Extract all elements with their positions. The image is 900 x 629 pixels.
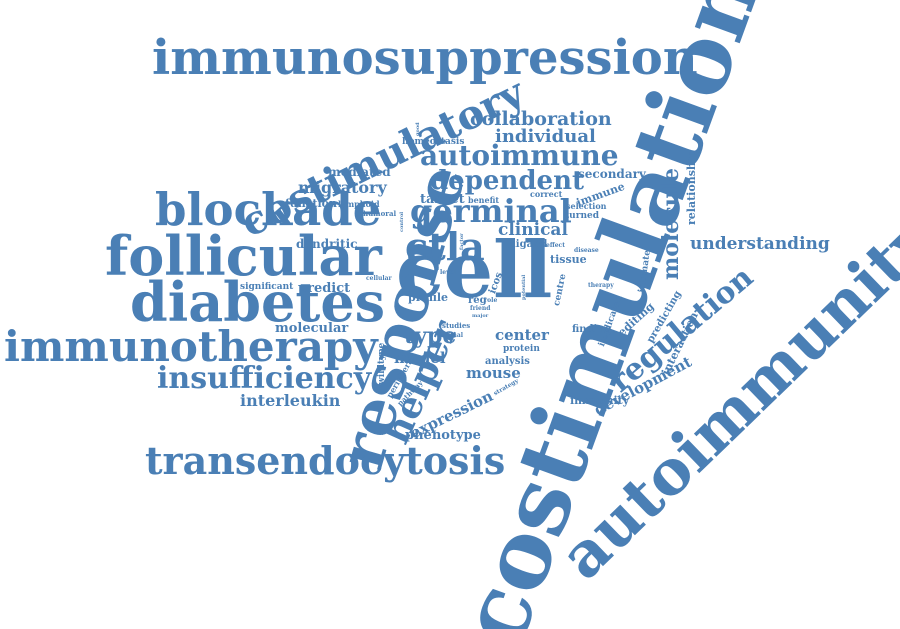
word-protein: protein (503, 344, 540, 354)
word-autoimmune: autoimmune (420, 139, 619, 172)
word-collaboration: collaboration (470, 108, 612, 130)
word-germinal: germinal (410, 192, 572, 230)
word-disease: disease (574, 247, 599, 254)
word-wildtype: wildtype (377, 342, 387, 385)
word-mediated: mediated (328, 165, 391, 179)
word-selection: selection (566, 201, 607, 211)
word-role: role (484, 297, 498, 304)
word-immunosuppression: immunosuppression (152, 30, 698, 86)
word-cell: cell (396, 225, 553, 316)
word-molecular: molecular (275, 321, 349, 336)
word-relationship: relationship (685, 150, 698, 225)
word-humoral: humoral (363, 209, 397, 218)
word-good: good (415, 122, 421, 136)
word-correct: correct (530, 189, 563, 199)
word-homeostasis: homeostasis (402, 137, 465, 147)
word-control: control (399, 211, 405, 232)
word-factor: factor (459, 233, 465, 250)
word-secondary: secondary (578, 167, 646, 181)
word-function: function (285, 197, 338, 210)
word-follicular: follicular (105, 224, 382, 288)
word-immunotherapy: immunotherapy (4, 322, 378, 371)
word-analysis: analysis (485, 356, 530, 367)
word-level: level (440, 269, 456, 276)
word-ligand: ligand (512, 239, 548, 250)
word-benefit: benefit (468, 195, 500, 205)
word-model: model (394, 349, 446, 367)
word-dendritic: dendritic (296, 237, 358, 251)
word-dependent: dependent (430, 166, 584, 196)
word-finding: finding (572, 324, 612, 335)
word-blockade: blockade (155, 183, 382, 236)
word-significant: significant (240, 282, 294, 292)
word-lymphoid: lymphoid (338, 199, 380, 209)
word-mouse: mouse (466, 364, 521, 382)
word-friend: friend (470, 305, 491, 312)
word-studies: studies (442, 321, 471, 330)
word-understanding: understanding (690, 234, 830, 254)
word-therapy: therapy (588, 282, 614, 289)
word-cellular: cellular (366, 275, 392, 282)
word-interleukin: interleukin (240, 391, 341, 410)
word-target: target (420, 192, 465, 207)
word-diabetes: diabetes (130, 270, 386, 334)
word-animal: animal (440, 332, 464, 339)
word-molecule: molecule (658, 167, 684, 280)
word-potential: potential (521, 274, 527, 300)
word-reg: reg (468, 295, 487, 306)
word-clinical: clinical (498, 220, 568, 240)
word-major: major (472, 313, 489, 319)
word-individual: individual (495, 126, 596, 147)
word-center: center (495, 326, 549, 344)
word-turned: turned (565, 211, 600, 221)
word-manner: manner (509, 256, 515, 278)
word-effect: effect (546, 242, 565, 249)
word-ctla: ctla (405, 224, 485, 269)
word-phenotype: phenotype (405, 428, 481, 443)
word-type: type (404, 323, 457, 349)
word-migratory: migratory (298, 178, 387, 197)
word-profile: profile (408, 291, 448, 304)
word-predict: predict (298, 281, 351, 296)
word-insufficiency: insufficiency (157, 361, 372, 396)
word-tissue: tissue (550, 253, 587, 266)
word-immunity: immunity (570, 394, 630, 407)
word-transendocytosis: transendocytosis (145, 438, 506, 483)
